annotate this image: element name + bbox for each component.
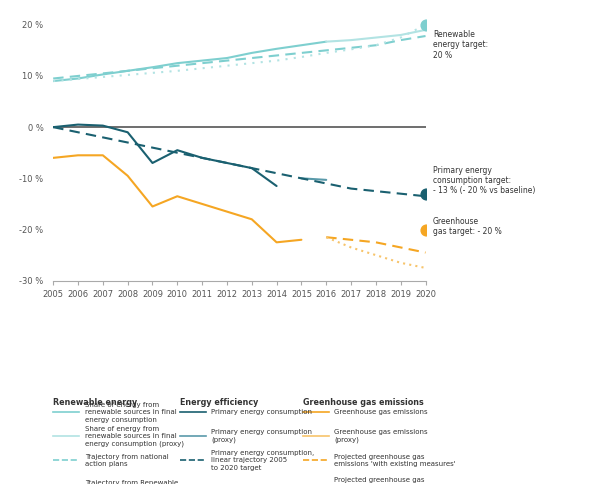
Text: Energy efficiency: Energy efficiency xyxy=(180,398,258,407)
Text: Greenhouse
gas target: - 20 %: Greenhouse gas target: - 20 % xyxy=(433,217,502,236)
Text: Trajectory from Renewable
Energy Directive: Trajectory from Renewable Energy Directi… xyxy=(85,480,178,484)
Text: Share of energy from
renewable sources in final
energy consumption: Share of energy from renewable sources i… xyxy=(85,402,177,423)
Point xyxy=(421,21,430,29)
Text: Renewable
energy target:
20 %: Renewable energy target: 20 % xyxy=(433,30,488,60)
Text: Primary energy consumption,
linear trajectory 2005
to 2020 target: Primary energy consumption, linear traje… xyxy=(212,450,314,471)
Text: Projected greenhouse gas
emissions 'with additional
measures': Projected greenhouse gas emissions 'with… xyxy=(335,477,425,484)
Text: Greenhouse gas emissions: Greenhouse gas emissions xyxy=(335,409,428,415)
Point xyxy=(421,226,430,233)
Text: Renewable energy: Renewable energy xyxy=(53,398,138,407)
Text: Trajectory from national
action plans: Trajectory from national action plans xyxy=(85,454,168,467)
Text: Primary energy consumption: Primary energy consumption xyxy=(212,409,313,415)
Text: Share of energy from
renewable sources in final
energy consumption (proxy): Share of energy from renewable sources i… xyxy=(85,426,184,447)
Point xyxy=(421,190,430,197)
Text: Primary energy
consumption target:
- 13 % (- 20 % vs baseline): Primary energy consumption target: - 13 … xyxy=(433,166,535,196)
Text: Primary energy consumption
(proxy): Primary energy consumption (proxy) xyxy=(212,429,313,443)
Text: Greenhouse gas emissions: Greenhouse gas emissions xyxy=(303,398,423,407)
Text: Projected greenhouse gas
emissions 'with existing measures': Projected greenhouse gas emissions 'with… xyxy=(335,454,456,467)
Text: Greenhouse gas emissions
(proxy): Greenhouse gas emissions (proxy) xyxy=(335,429,428,443)
